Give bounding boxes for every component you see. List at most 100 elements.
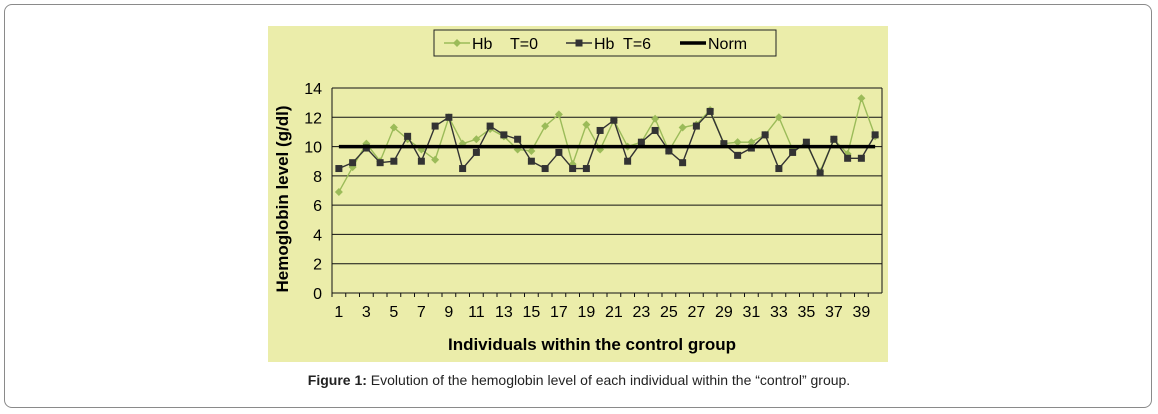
x-tick-label: 13 xyxy=(495,304,513,321)
data-point-t6 xyxy=(624,157,632,165)
data-point-t6 xyxy=(569,165,577,173)
x-tick-label: 31 xyxy=(742,304,760,321)
data-point-t6 xyxy=(431,122,439,130)
data-point-t6 xyxy=(789,148,797,156)
data-point-t0 xyxy=(774,113,783,122)
data-point-t0 xyxy=(389,123,398,132)
data-point-t6 xyxy=(445,113,453,121)
data-point-t6 xyxy=(734,151,742,159)
data-point-t6 xyxy=(541,165,549,173)
legend-marker-square xyxy=(575,39,583,47)
data-point-t6 xyxy=(830,135,838,143)
data-point-t0 xyxy=(733,138,742,147)
y-tick-label: 6 xyxy=(313,198,322,215)
figure-caption: Figure 1: Evolution of the hemoglobin le… xyxy=(0,372,1158,388)
x-tick-label: 29 xyxy=(715,304,733,321)
y-tick-labels: 0 2 4 6 8 10 12 14 xyxy=(304,81,322,303)
data-point-t6 xyxy=(637,138,645,146)
y-tick-label: 2 xyxy=(313,257,322,274)
x-tick-label: 15 xyxy=(522,304,540,321)
data-point-t6 xyxy=(816,169,824,177)
data-point-t0 xyxy=(678,123,687,132)
data-point-t6 xyxy=(582,165,590,173)
data-point-t6 xyxy=(527,157,535,165)
data-point-t6 xyxy=(802,138,810,146)
data-point-t0 xyxy=(747,138,756,147)
legend-label: Hb T=0 xyxy=(472,36,538,53)
y-tick-label: 12 xyxy=(304,110,322,127)
data-point-t6 xyxy=(335,165,343,173)
data-point-t6 xyxy=(555,148,563,156)
x-tick-label: 7 xyxy=(417,304,426,321)
data-point-t6 xyxy=(404,132,412,140)
y-tick-label: 10 xyxy=(304,140,322,157)
x-axis-label: Individuals within the control group xyxy=(448,335,736,354)
x-tick-label: 37 xyxy=(825,304,843,321)
x-tick-label: 27 xyxy=(687,304,705,321)
y-axis-label: Hemoglobin level (g/dl) xyxy=(273,105,292,292)
x-tick-label: 25 xyxy=(660,304,678,321)
y-tick-label: 0 xyxy=(313,286,322,303)
data-point-t0 xyxy=(472,135,481,144)
x-tick-label: 5 xyxy=(389,304,398,321)
x-tick-label: 33 xyxy=(770,304,788,321)
data-point-t0 xyxy=(541,122,550,131)
data-point-t6 xyxy=(871,131,879,139)
legend-marker-diamond xyxy=(453,39,461,47)
x-tick-label: 1 xyxy=(334,304,343,321)
y-tick-label: 4 xyxy=(313,227,322,244)
data-point-t0 xyxy=(527,146,536,155)
legend-label: Norm xyxy=(708,36,747,53)
data-point-t6 xyxy=(651,126,659,134)
data-point-t6 xyxy=(692,122,700,130)
data-point-t6 xyxy=(514,135,522,143)
x-tick-label: 35 xyxy=(797,304,815,321)
data-point-t6 xyxy=(500,131,508,139)
caption-label: Figure 1: xyxy=(307,372,367,388)
data-point-t0 xyxy=(554,110,563,119)
data-point-t6 xyxy=(596,126,604,134)
series-line xyxy=(338,110,876,175)
data-point-t6 xyxy=(376,159,384,167)
grid-lines xyxy=(331,87,883,294)
data-point-t6 xyxy=(486,122,494,130)
data-point-t0 xyxy=(431,155,440,164)
y-tick-label: 14 xyxy=(304,81,322,98)
chart-panel: 0 2 4 6 8 10 12 14 1 3 5 7 9 11 13 15 17 19 21 23 25 27 29 31 3… xyxy=(268,26,888,362)
series-line xyxy=(338,95,876,193)
x-tick-label: 17 xyxy=(550,304,568,321)
data-point-t6 xyxy=(349,159,357,167)
data-point-t6 xyxy=(720,140,728,148)
x-tick-label: 11 xyxy=(468,304,485,321)
data-point-t6 xyxy=(665,147,673,155)
data-point-t6 xyxy=(610,116,618,124)
data-point-t6 xyxy=(775,165,783,173)
caption-text: Evolution of the hemoglobin level of eac… xyxy=(366,372,851,388)
data-point-t0 xyxy=(651,114,660,123)
data-point-t6 xyxy=(761,131,769,139)
legend: Hb T=0 Hb T=6 Norm xyxy=(433,29,777,57)
data-point-t0 xyxy=(857,94,866,103)
data-point-t6 xyxy=(417,157,425,165)
x-tick-label: 3 xyxy=(362,304,371,321)
data-point-t6 xyxy=(679,159,687,167)
legend-box xyxy=(433,29,777,57)
y-tick-label: 8 xyxy=(313,169,322,186)
data-point-t6 xyxy=(857,154,865,162)
data-point-t6 xyxy=(706,107,714,115)
data-point-t6 xyxy=(472,148,480,156)
data-point-t6 xyxy=(844,154,852,162)
series-lines xyxy=(334,94,880,196)
x-tick-label: 19 xyxy=(577,304,595,321)
data-point-t6 xyxy=(459,165,467,173)
data-point-t0 xyxy=(334,187,343,196)
x-tick-label: 9 xyxy=(444,304,453,321)
data-point-t0 xyxy=(582,120,591,129)
x-tick-labels: 1 3 5 7 9 11 13 15 17 19 21 23 25 27 29 31 33 35 37 39 xyxy=(331,293,870,321)
legend-label: Hb T=6 xyxy=(594,36,651,53)
x-tick-label: 23 xyxy=(632,304,650,321)
x-tick-label: 21 xyxy=(605,304,623,321)
data-point-t6 xyxy=(390,157,398,165)
x-tick-label: 39 xyxy=(852,304,870,321)
